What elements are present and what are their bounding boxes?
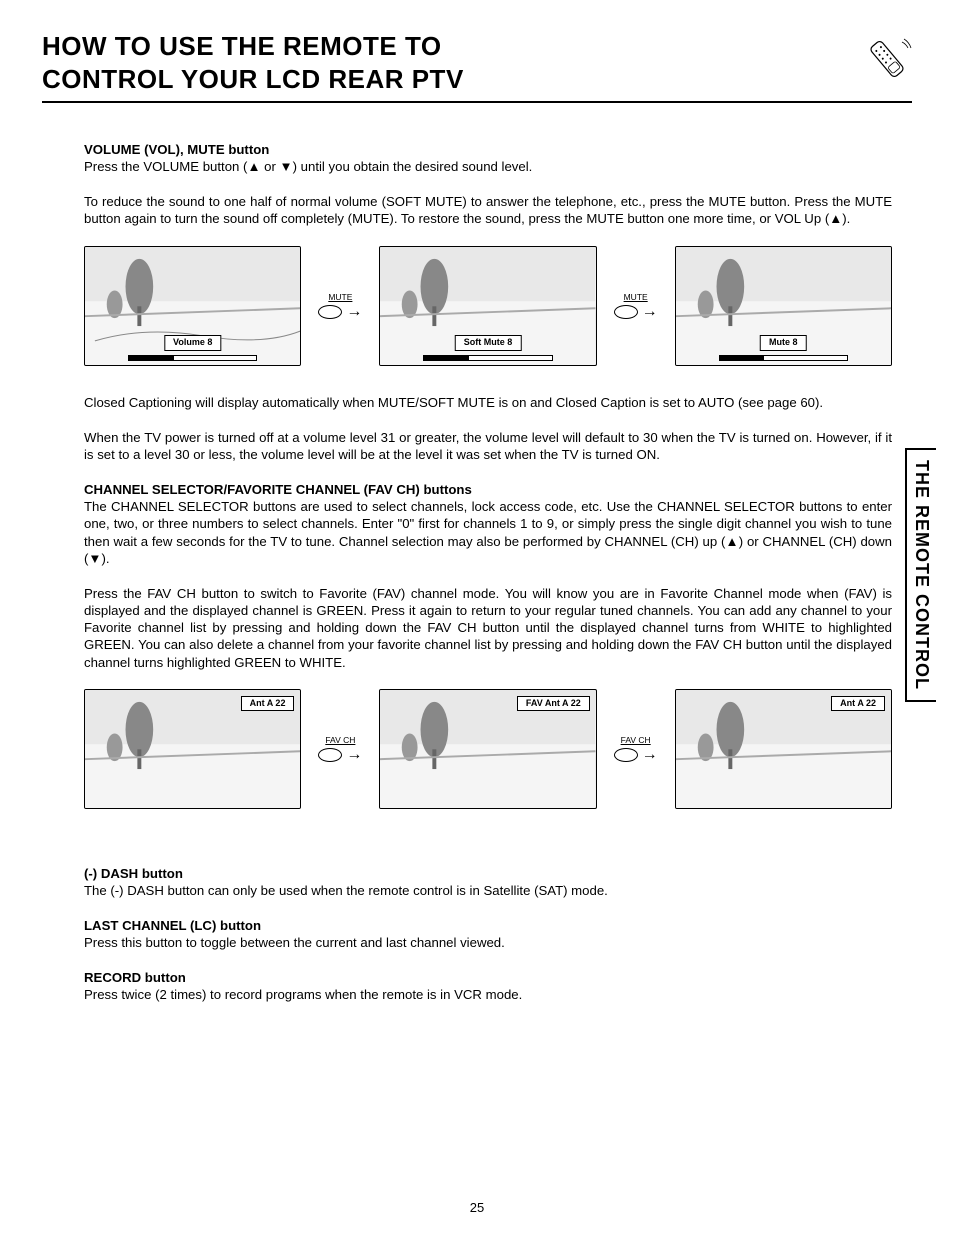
record-p1: Press twice (2 times) to record programs… bbox=[84, 986, 892, 1003]
tv-screen-ant: Ant A 22 bbox=[84, 689, 301, 809]
screen-label: Ant A 22 bbox=[241, 696, 295, 712]
transition-mute-2: MUTE → bbox=[603, 292, 669, 319]
side-tab: THE REMOTE CONTROL bbox=[905, 448, 936, 702]
figure-fav-sequence: Ant A 22 FAV CH → FAV Ant A 22 FA bbox=[84, 689, 892, 809]
arrow-right-icon: → bbox=[346, 748, 362, 762]
tv-screen-ant-2: Ant A 22 bbox=[675, 689, 892, 809]
transition-fav-1: FAV CH → bbox=[307, 735, 373, 762]
arrow-right-icon: → bbox=[642, 305, 658, 319]
title-line-1: HOW TO USE THE REMOTE TO bbox=[42, 31, 442, 61]
heading-volume: VOLUME (VOL), MUTE button bbox=[84, 141, 892, 158]
button-label: MUTE bbox=[624, 292, 648, 303]
page-number: 25 bbox=[0, 1200, 954, 1215]
volume-bar bbox=[423, 355, 552, 361]
channel-p2: Press the FAV CH button to switch to Fav… bbox=[84, 585, 892, 671]
tv-screen-volume: Volume 8 bbox=[84, 246, 301, 366]
button-oval-icon bbox=[614, 748, 638, 762]
volume-p4: When the TV power is turned off at a vol… bbox=[84, 429, 892, 463]
tv-screen-mute: Mute 8 bbox=[675, 246, 892, 366]
heading-dash: (-) DASH button bbox=[84, 865, 892, 882]
arrow-right-icon: → bbox=[346, 305, 362, 319]
volume-bar bbox=[128, 355, 257, 361]
transition-fav-2: FAV CH → bbox=[603, 735, 669, 762]
screen-label: FAV Ant A 22 bbox=[517, 696, 590, 712]
tv-screen-softmute: Soft Mute 8 bbox=[379, 246, 596, 366]
screen-label: Mute 8 bbox=[760, 335, 807, 351]
volume-bar bbox=[719, 355, 848, 361]
figure-mute-sequence: Volume 8 MUTE → Soft Mute 8 bbox=[84, 246, 892, 366]
button-label: FAV CH bbox=[621, 735, 651, 746]
heading-record: RECORD button bbox=[84, 969, 892, 986]
button-label: FAV CH bbox=[325, 735, 355, 746]
section-dash: (-) DASH button The (-) DASH button can … bbox=[84, 865, 892, 899]
page-header: HOW TO USE THE REMOTE TO CONTROL YOUR LC… bbox=[42, 30, 912, 103]
arrow-right-icon: → bbox=[642, 748, 658, 762]
heading-channel: CHANNEL SELECTOR/FAVORITE CHANNEL (FAV C… bbox=[84, 481, 892, 498]
section-volume: VOLUME (VOL), MUTE button Press the VOLU… bbox=[84, 141, 892, 463]
section-lastch: LAST CHANNEL (LC) button Press this butt… bbox=[84, 917, 892, 951]
volume-p2: To reduce the sound to one half of norma… bbox=[84, 193, 892, 227]
channel-p1: The CHANNEL SELECTOR buttons are used to… bbox=[84, 498, 892, 567]
button-oval-icon bbox=[614, 305, 638, 319]
transition-mute-1: MUTE → bbox=[307, 292, 373, 319]
screen-label: Volume 8 bbox=[164, 335, 221, 351]
tv-screen-fav-ant: FAV Ant A 22 bbox=[379, 689, 596, 809]
button-oval-icon bbox=[318, 305, 342, 319]
remote-control-icon bbox=[862, 34, 912, 84]
content-area: VOLUME (VOL), MUTE button Press the VOLU… bbox=[42, 141, 912, 1004]
heading-lastch: LAST CHANNEL (LC) button bbox=[84, 917, 892, 934]
volume-p1: Press the VOLUME button (▲ or ▼) until y… bbox=[84, 158, 892, 175]
button-oval-icon bbox=[318, 748, 342, 762]
screen-label: Ant A 22 bbox=[831, 696, 885, 712]
section-record: RECORD button Press twice (2 times) to r… bbox=[84, 969, 892, 1003]
page-title: HOW TO USE THE REMOTE TO CONTROL YOUR LC… bbox=[42, 30, 464, 95]
screen-label: Soft Mute 8 bbox=[455, 335, 522, 351]
volume-p3: Closed Captioning will display automatic… bbox=[84, 394, 892, 411]
title-line-2: CONTROL YOUR LCD REAR PTV bbox=[42, 64, 464, 94]
lastch-p1: Press this button to toggle between the … bbox=[84, 934, 892, 951]
button-label: MUTE bbox=[328, 292, 352, 303]
section-channel: CHANNEL SELECTOR/FAVORITE CHANNEL (FAV C… bbox=[84, 481, 892, 809]
dash-p1: The (-) DASH button can only be used whe… bbox=[84, 882, 892, 899]
